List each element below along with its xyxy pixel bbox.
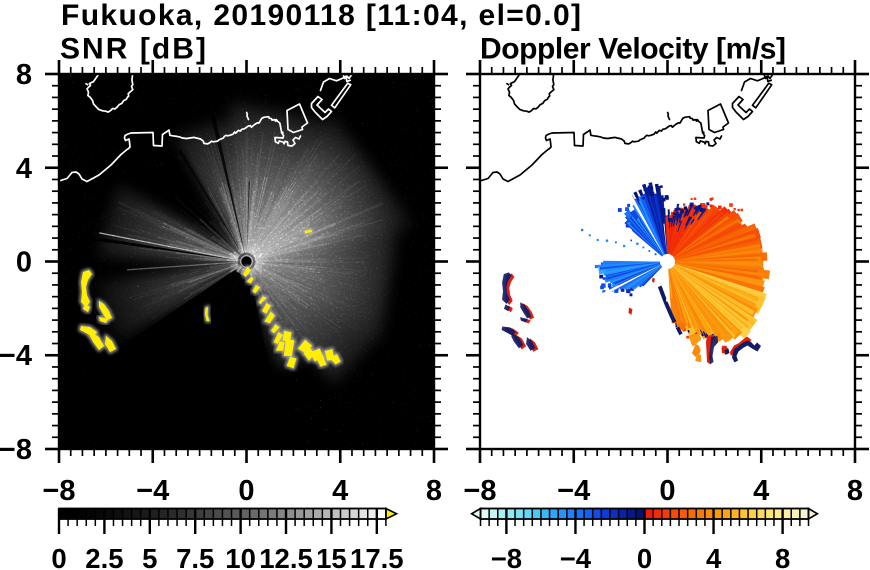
svg-text:8: 8	[16, 59, 32, 91]
svg-text:0: 0	[51, 543, 66, 570]
svg-text:−4: −4	[0, 340, 32, 372]
svg-text:7.5: 7.5	[176, 543, 214, 570]
svg-text:0: 0	[637, 543, 652, 570]
svg-text:2.5: 2.5	[85, 543, 123, 570]
svg-text:15: 15	[316, 543, 347, 570]
svg-text:8: 8	[847, 475, 863, 507]
svg-text:8: 8	[426, 475, 442, 507]
svg-text:10: 10	[225, 543, 256, 570]
svg-text:−8: −8	[0, 434, 32, 466]
svg-text:SNR [dB]: SNR [dB]	[60, 33, 206, 66]
svg-text:5: 5	[142, 543, 157, 570]
svg-text:4: 4	[16, 153, 32, 185]
svg-text:17.5: 17.5	[350, 543, 404, 570]
svg-text:4: 4	[706, 543, 722, 570]
svg-text:−4: −4	[136, 475, 169, 507]
svg-text:−4: −4	[557, 475, 590, 507]
svg-text:Doppler Velocity [m/s]: Doppler Velocity [m/s]	[480, 33, 786, 66]
svg-text:−8: −8	[463, 475, 496, 507]
svg-text:0: 0	[659, 475, 675, 507]
svg-text:0: 0	[238, 475, 254, 507]
svg-text:4: 4	[332, 475, 348, 507]
svg-text:4: 4	[753, 475, 769, 507]
svg-text:−8: −8	[42, 475, 75, 507]
svg-text:8: 8	[775, 543, 790, 570]
svg-text:12.5: 12.5	[259, 543, 313, 570]
svg-text:0: 0	[16, 247, 32, 279]
svg-text:Fukuoka, 20190118 [11:04, el=0: Fukuoka, 20190118 [11:04, el=0.0]	[61, 0, 581, 32]
svg-text:−8: −8	[491, 543, 522, 570]
svg-text:−4: −4	[560, 543, 592, 570]
